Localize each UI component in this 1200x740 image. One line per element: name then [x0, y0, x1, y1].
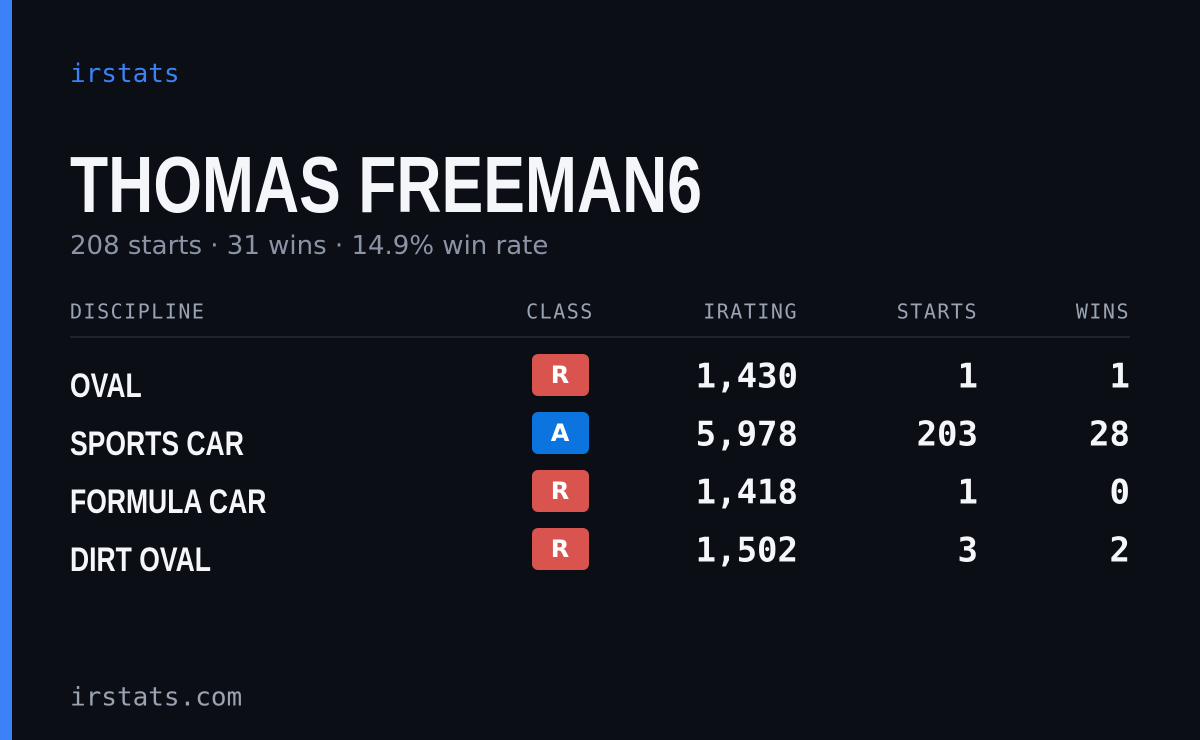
discipline: SPORTS CAR	[70, 425, 244, 463]
class-label: A	[551, 419, 570, 447]
irating: 1,430	[696, 357, 798, 397]
discipline: FORMULA CAR	[70, 483, 266, 521]
column-header: IRATING	[703, 300, 798, 324]
accent-stripe	[0, 0, 12, 740]
starts: 1	[958, 473, 978, 513]
class-badge	[532, 354, 589, 396]
column-header: DISCIPLINE	[70, 300, 205, 324]
class-label: R	[551, 361, 569, 389]
irating: 1,418	[696, 473, 798, 513]
summary: 208 starts · 31 wins · 14.9% win rate	[70, 231, 548, 261]
class-label: R	[551, 535, 569, 563]
starts: 203	[917, 415, 978, 455]
wins: 28	[1089, 415, 1130, 455]
starts: 3	[958, 531, 978, 571]
starts: 1	[958, 357, 978, 397]
discipline: DIRT OVAL	[70, 541, 211, 579]
class-badge	[532, 528, 589, 570]
player-name: THOMAS FREEMAN6	[70, 140, 702, 229]
brand: irstats	[70, 59, 180, 89]
wins: 0	[1110, 473, 1130, 513]
class-label: R	[551, 477, 569, 505]
wins: 2	[1110, 531, 1130, 571]
class-badge	[532, 470, 589, 512]
column-header: WINS	[1076, 300, 1130, 324]
irating: 5,978	[696, 415, 798, 455]
column-header: STARTS	[897, 300, 978, 324]
wins: 1	[1110, 357, 1130, 397]
irating: 1,502	[696, 531, 798, 571]
discipline: OVAL	[70, 367, 142, 405]
footer-site: irstats.com	[70, 683, 242, 713]
column-header: CLASS	[526, 300, 594, 324]
table: DISCIPLINE CLASS IRATING STARTS WINS OVAL R 1,4…	[70, 300, 1130, 579]
class-badge	[532, 412, 589, 454]
